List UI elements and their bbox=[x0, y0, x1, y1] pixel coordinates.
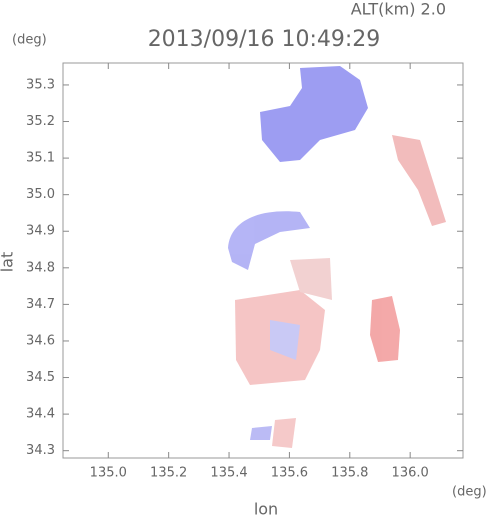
y-tick-label: 35.1 bbox=[26, 151, 55, 166]
altitude-label: ALT(km) 2.0 bbox=[351, 0, 446, 19]
y-tick-label: 35.3 bbox=[26, 77, 55, 92]
chart-title: 2013/09/16 10:49:29 bbox=[148, 27, 381, 52]
y-tick-label: 34.5 bbox=[26, 370, 55, 385]
y-tick-label: 34.3 bbox=[26, 443, 55, 458]
y-tick-label: 34.7 bbox=[26, 297, 55, 312]
echo-red bbox=[290, 258, 332, 300]
echo-blue bbox=[228, 211, 310, 270]
x-tick-label: 135.4 bbox=[210, 466, 247, 481]
y-unit: (deg) bbox=[12, 33, 47, 48]
echo-blue bbox=[250, 426, 272, 440]
x-tick-label: 135.6 bbox=[271, 466, 308, 481]
y-label: lat bbox=[0, 252, 17, 273]
x-label: lon bbox=[254, 500, 278, 519]
plot-frame bbox=[62, 62, 464, 459]
y-tick-label: 35.2 bbox=[26, 114, 55, 129]
x-tick-label: 135.2 bbox=[150, 466, 187, 481]
echo-red bbox=[392, 135, 446, 226]
y-tick-label: 34.9 bbox=[26, 224, 55, 239]
y-tick-label: 34.4 bbox=[26, 407, 55, 422]
echo-blue bbox=[270, 320, 300, 360]
y-tick-label: 35.0 bbox=[26, 187, 55, 202]
x-tick-label: 136.0 bbox=[392, 466, 429, 481]
echo-blue bbox=[260, 66, 368, 162]
x-tick-label: 135.8 bbox=[331, 466, 368, 481]
echo-red bbox=[272, 418, 296, 448]
y-tick-label: 34.8 bbox=[26, 260, 55, 275]
x-unit: (deg) bbox=[452, 485, 487, 500]
x-tick-label: 135.0 bbox=[90, 466, 127, 481]
echoes bbox=[228, 66, 446, 448]
y-tick-label: 34.6 bbox=[26, 333, 55, 348]
echo-red bbox=[370, 296, 400, 362]
